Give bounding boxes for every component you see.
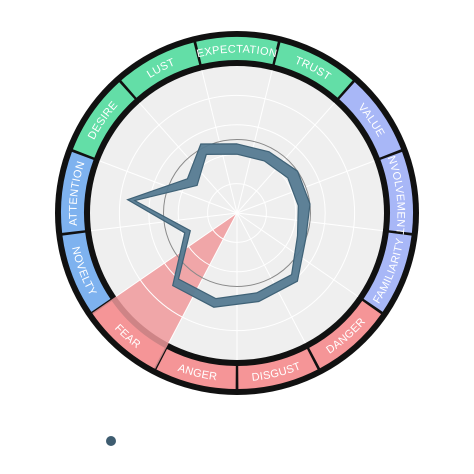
segment-lust bbox=[121, 42, 200, 98]
segment-trust bbox=[274, 42, 353, 98]
grid-ring bbox=[207, 183, 267, 243]
segment-involvement bbox=[380, 151, 414, 233]
segment-novelty bbox=[62, 232, 111, 312]
reference-circle bbox=[163, 139, 311, 287]
series-layer bbox=[126, 143, 311, 308]
series-lower-line bbox=[133, 153, 299, 300]
segment-label-expectation: EXPECTATION bbox=[196, 43, 279, 60]
grid-ring bbox=[118, 94, 356, 332]
segment-desire bbox=[72, 82, 135, 158]
legend-swatch bbox=[105, 436, 116, 446]
segment-danger bbox=[309, 300, 382, 369]
segment-anger bbox=[156, 349, 236, 389]
segment-attention bbox=[61, 151, 94, 233]
legend: TVC-CalvinKlein-2024-JeremyAllenWhiteUnd… bbox=[0, 432, 474, 450]
segment-disgust bbox=[238, 349, 318, 389]
segment-fear bbox=[92, 300, 165, 369]
segment-familiarity bbox=[363, 232, 412, 312]
series-band bbox=[127, 143, 310, 308]
legend-label: TVC-CalvinKlein-2024-JeremyAllenWhiteUnd… bbox=[121, 435, 369, 447]
segment-expectation bbox=[196, 36, 278, 65]
grid-layer bbox=[91, 70, 383, 361]
series-upper-line bbox=[126, 143, 311, 308]
segment-value bbox=[339, 82, 402, 158]
